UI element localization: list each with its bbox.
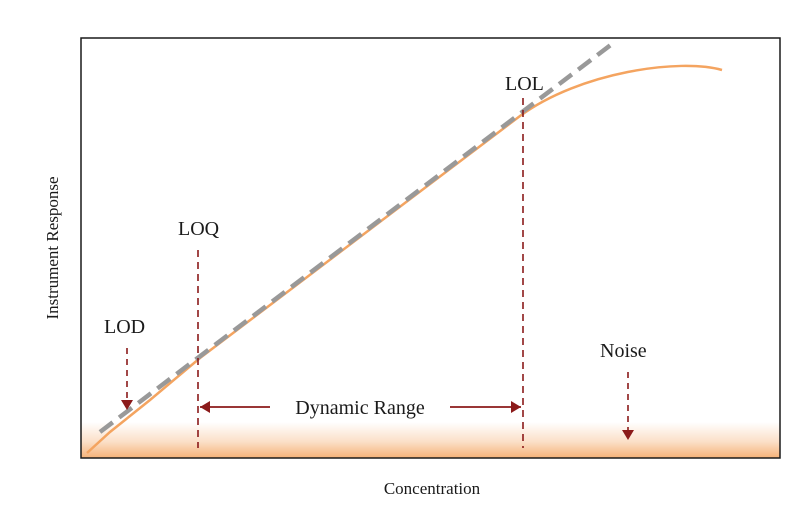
lol-label: LOL: [505, 73, 544, 95]
dynamic-range-left-arrowhead: [200, 401, 210, 413]
plot-frame: [80, 37, 781, 459]
linear-fit-line: [98, 42, 614, 434]
lod-label: LOD: [104, 316, 145, 338]
noise-label: Noise: [600, 340, 647, 362]
noise-arrowhead: [622, 430, 634, 440]
noise-band: [81, 422, 780, 458]
y-axis-label: Instrument Response: [43, 176, 62, 319]
lod-arrowhead: [121, 400, 133, 410]
dynamic-range-label: Dynamic Range: [295, 397, 425, 419]
loq-label: LOQ: [178, 218, 220, 240]
response-curve: [86, 64, 723, 454]
dynamic-range-right-arrowhead: [511, 401, 521, 413]
x-axis-label: Concentration: [384, 479, 481, 498]
